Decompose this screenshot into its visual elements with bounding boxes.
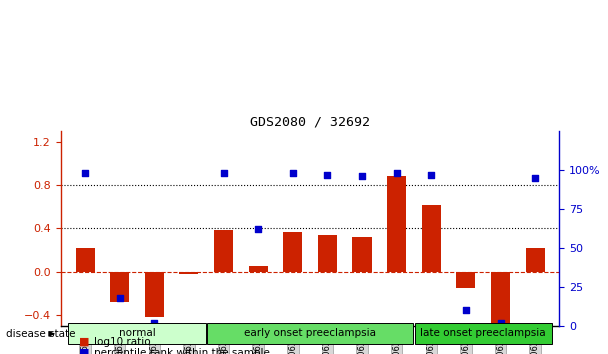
FancyBboxPatch shape <box>207 323 413 344</box>
FancyBboxPatch shape <box>415 323 551 344</box>
Bar <box>525 248 545 272</box>
Point <box>254 226 263 232</box>
Point <box>219 170 229 176</box>
Text: percentile rank within the sample: percentile rank within the sample <box>94 348 270 354</box>
Bar <box>179 272 198 274</box>
Point <box>80 170 90 176</box>
Bar <box>283 232 302 272</box>
Bar <box>249 266 268 272</box>
Bar <box>457 272 475 288</box>
Text: early onset preeclampsia: early onset preeclampsia <box>244 328 376 338</box>
Point <box>392 170 401 176</box>
Bar <box>110 272 129 302</box>
Bar <box>145 272 164 317</box>
Bar <box>387 176 406 272</box>
Point <box>115 295 125 301</box>
Point <box>288 170 298 176</box>
Point <box>150 320 159 325</box>
Text: late onset preeclampsia: late onset preeclampsia <box>420 328 546 338</box>
Text: ■: ■ <box>79 348 89 354</box>
Bar <box>214 230 233 272</box>
Point <box>496 320 505 325</box>
Text: ■: ■ <box>79 337 89 347</box>
Bar <box>75 248 95 272</box>
Bar <box>318 235 337 272</box>
Text: normal: normal <box>119 328 155 338</box>
Bar <box>491 272 510 328</box>
FancyBboxPatch shape <box>69 323 206 344</box>
Point <box>357 173 367 179</box>
Text: disease state: disease state <box>6 329 75 339</box>
Point <box>322 172 332 177</box>
Point <box>530 175 540 181</box>
Title: GDS2080 / 32692: GDS2080 / 32692 <box>250 115 370 129</box>
Bar <box>422 205 441 272</box>
Point <box>426 172 436 177</box>
Text: log10 ratio: log10 ratio <box>94 337 151 347</box>
Point <box>461 307 471 313</box>
Bar <box>353 237 371 272</box>
